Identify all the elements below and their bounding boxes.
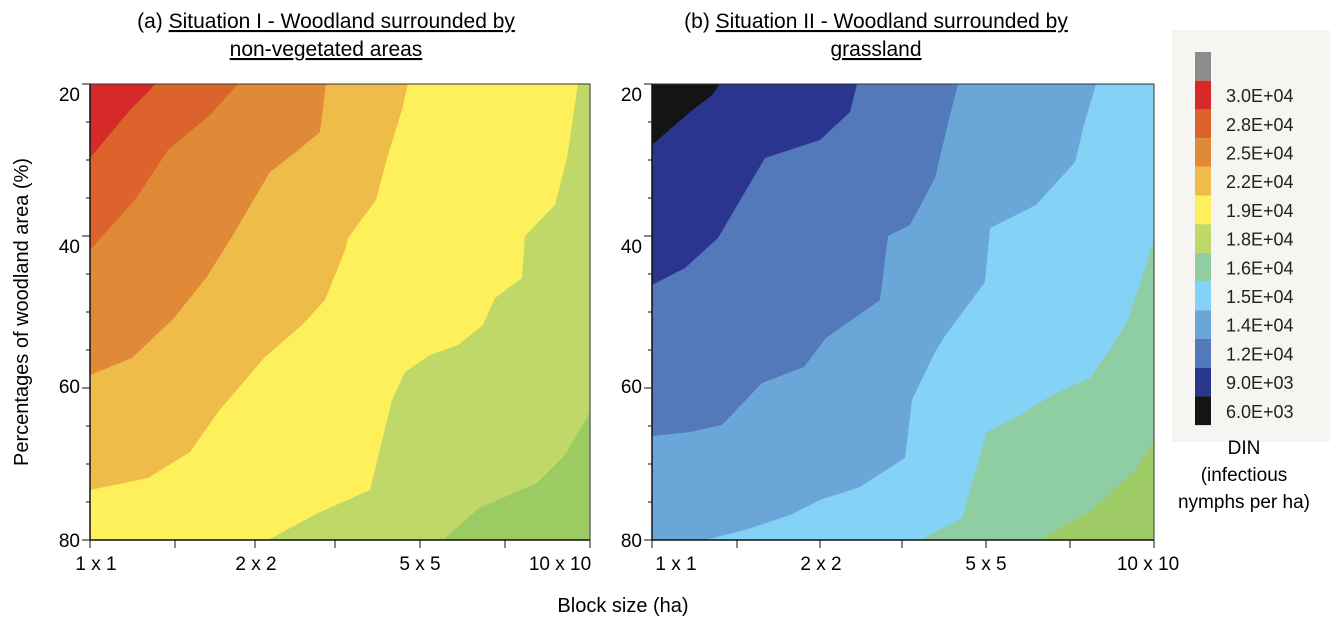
panel-a-region-7 [90, 84, 155, 158]
legend-label: 2.5E+04 [1226, 143, 1294, 163]
legend-swatch [1195, 252, 1211, 282]
legend-swatch [1195, 138, 1211, 167]
panel-b-contours [652, 84, 1154, 540]
panel-a-contours [90, 84, 590, 540]
legend-title-line-3: nymphs per ha) [1178, 492, 1310, 513]
panel-b-x-tick-2x2: 2 x 2 [800, 554, 841, 575]
legend-label: 6.0E+03 [1226, 402, 1294, 422]
legend-label: 2.8E+04 [1226, 115, 1294, 135]
legend-label: 9.0E+03 [1226, 373, 1294, 393]
legend-swatch [1195, 109, 1211, 139]
panel-b-title-line-1: (b) Situation II - Woodland surrounded b… [684, 10, 1068, 33]
panel-b-x-tick-1x1: 1 x 1 [655, 554, 696, 575]
panel-b-region-7 [652, 84, 720, 145]
legend-swatch [1195, 339, 1211, 368]
panel-b-region-6 [652, 84, 857, 285]
panel-b-x-tick-10x10: 10 x 10 [1117, 554, 1179, 575]
panel-a-y-tick-40: 40 [59, 237, 80, 258]
legend-swatch [1195, 367, 1211, 397]
legend-swatch [1195, 80, 1211, 110]
legend-swatch [1195, 396, 1211, 426]
panel-a-x-tick-2x2: 2 x 2 [235, 554, 276, 575]
legend-label: 1.4E+04 [1226, 316, 1294, 336]
panel-a-title-line-2: non-vegetated areas [230, 38, 423, 61]
legend-swatch [1195, 281, 1211, 311]
panel-a-y-tick-60: 60 [59, 377, 80, 398]
panel-a-region-6 [90, 84, 238, 250]
legend-label: 1.6E+04 [1226, 258, 1294, 278]
panel-a-x-tick-1x1: 1 x 1 [75, 554, 116, 575]
legend-label: 1.5E+04 [1226, 287, 1294, 307]
panel-b-y-tick-40: 40 [621, 237, 642, 258]
legend-swatch [1195, 166, 1211, 196]
legend-swatch [1195, 310, 1211, 339]
panel-a-y-tick-80: 80 [59, 531, 80, 552]
panel-b-title-prefix: (b) [684, 10, 716, 33]
x-axis-label: Block size (ha) [557, 595, 688, 617]
panel-a-ticks [82, 83, 591, 548]
panel-b-y-tick-80: 80 [621, 531, 642, 552]
panel-b-ticks [644, 83, 1155, 548]
panel-a: (a) Situation I - Woodland surrounded by… [59, 10, 591, 575]
panel-a-y-tick-20: 20 [59, 85, 80, 106]
legend-entries: 3.0E+04 2.8E+04 2.5E+04 2.2E+04 1.9E+04 1.8E+… [1195, 52, 1294, 426]
legend-label: 3.0E+04 [1226, 86, 1294, 106]
legend-title-line-2: (infectious [1201, 465, 1288, 486]
panel-a-title-line-1: (a) Situation I - Woodland surrounded by [137, 10, 515, 33]
panel-a-x-tick-10x10: 10 x 10 [529, 554, 591, 575]
legend-title-line-1: DIN [1228, 438, 1261, 459]
legend: 3.0E+04 2.8E+04 2.5E+04 2.2E+04 1.9E+04 1.8E+… [1172, 30, 1330, 513]
panel-a-title-prefix: (a) [137, 10, 169, 33]
panel-b: (b) Situation II - Woodland surrounded b… [621, 10, 1179, 575]
legend-swatch [1195, 52, 1211, 81]
panel-b-x-tick-5x5: 5 x 5 [965, 554, 1006, 575]
legend-label: 1.2E+04 [1226, 344, 1294, 364]
legend-swatch [1195, 224, 1211, 253]
panel-a-title-text: Situation I - Woodland surrounded by [169, 10, 516, 33]
legend-label: 1.9E+04 [1226, 201, 1294, 221]
panel-b-title-text: Situation II - Woodland surrounded by [716, 10, 1069, 33]
legend-label: 2.2E+04 [1226, 172, 1294, 192]
panel-a-x-tick-5x5: 5 x 5 [399, 554, 440, 575]
legend-label: 1.8E+04 [1226, 230, 1294, 250]
panel-b-title-line-2: grassland [830, 38, 921, 61]
panel-b-y-tick-60: 60 [621, 377, 642, 398]
y-axis-label: Percentages of woodland area (%) [11, 158, 33, 466]
panel-b-y-tick-20: 20 [621, 85, 642, 106]
legend-swatch [1195, 195, 1211, 225]
